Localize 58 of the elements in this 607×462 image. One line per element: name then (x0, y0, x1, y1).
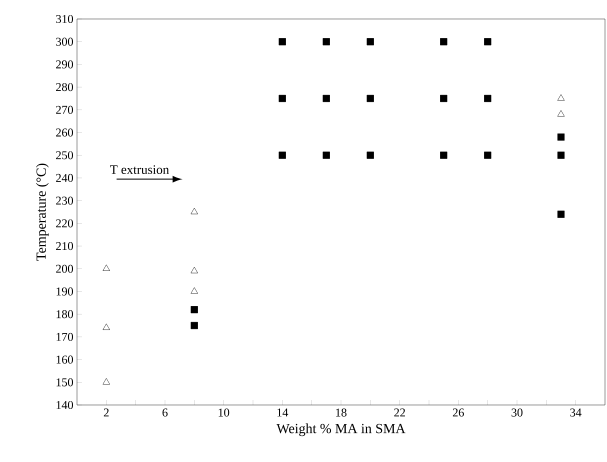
point (190, 266, 198, 274)
y-tick-label: 280 (56, 83, 74, 92)
x-tick-label: 10 (218, 408, 230, 417)
point (366, 94, 374, 102)
point (557, 110, 565, 117)
y-tick-label: 140 (56, 400, 74, 410)
point (484, 152, 492, 159)
y-tick-label: 150 (56, 378, 74, 386)
point (557, 210, 565, 218)
point (190, 322, 198, 330)
y-tick-label: 230 (56, 196, 74, 205)
y-tick-label: 250 (56, 151, 74, 160)
y-tick-label: 300 (56, 38, 74, 46)
point (484, 94, 492, 102)
x-tick-label: 14 (277, 408, 288, 416)
point (440, 152, 448, 159)
point (557, 152, 565, 159)
point (190, 287, 198, 294)
point (322, 94, 330, 102)
y-tick-label: 240 (56, 174, 74, 182)
x-tick-label: 22 (394, 408, 405, 416)
point (440, 94, 448, 102)
point (440, 38, 448, 46)
annotation: T extrusion (110, 165, 169, 174)
y-tick-label: 260 (56, 128, 74, 137)
point (366, 152, 374, 159)
x-tick-label: 2 (104, 408, 109, 416)
point (190, 306, 198, 314)
point (322, 38, 330, 46)
y-tick-label: 220 (56, 219, 74, 228)
y-tick-label: 180 (56, 310, 74, 318)
point (278, 38, 286, 46)
point (484, 38, 492, 46)
y-tick-label: 190 (56, 287, 74, 296)
x-tick-label: 26 (452, 408, 464, 417)
point (102, 264, 110, 271)
point (278, 152, 286, 159)
y-tick-label: 310 (56, 14, 74, 24)
x-tick-label: 30 (512, 408, 523, 417)
y-tick-label: 290 (56, 60, 74, 68)
point (322, 152, 330, 159)
y-tick-label: 210 (56, 242, 74, 250)
x-tick-label: 34 (570, 408, 582, 417)
y-tick-label: 170 (56, 332, 74, 341)
y-tick-label: 270 (56, 106, 74, 114)
x-tick-label: 6 (162, 408, 168, 417)
point (557, 133, 565, 141)
point (278, 94, 286, 102)
point (557, 94, 565, 101)
point (102, 324, 110, 330)
point (190, 208, 198, 214)
x-axis-title: Weight % MA in SMA (276, 423, 406, 436)
y-tick-label: 200 (56, 264, 74, 273)
point (366, 38, 374, 46)
y-axis-title: Temperature (°C) (36, 164, 49, 261)
x-tick-label: 18 (336, 408, 347, 417)
y-tick-label: 160 (56, 356, 74, 364)
point (102, 378, 110, 384)
